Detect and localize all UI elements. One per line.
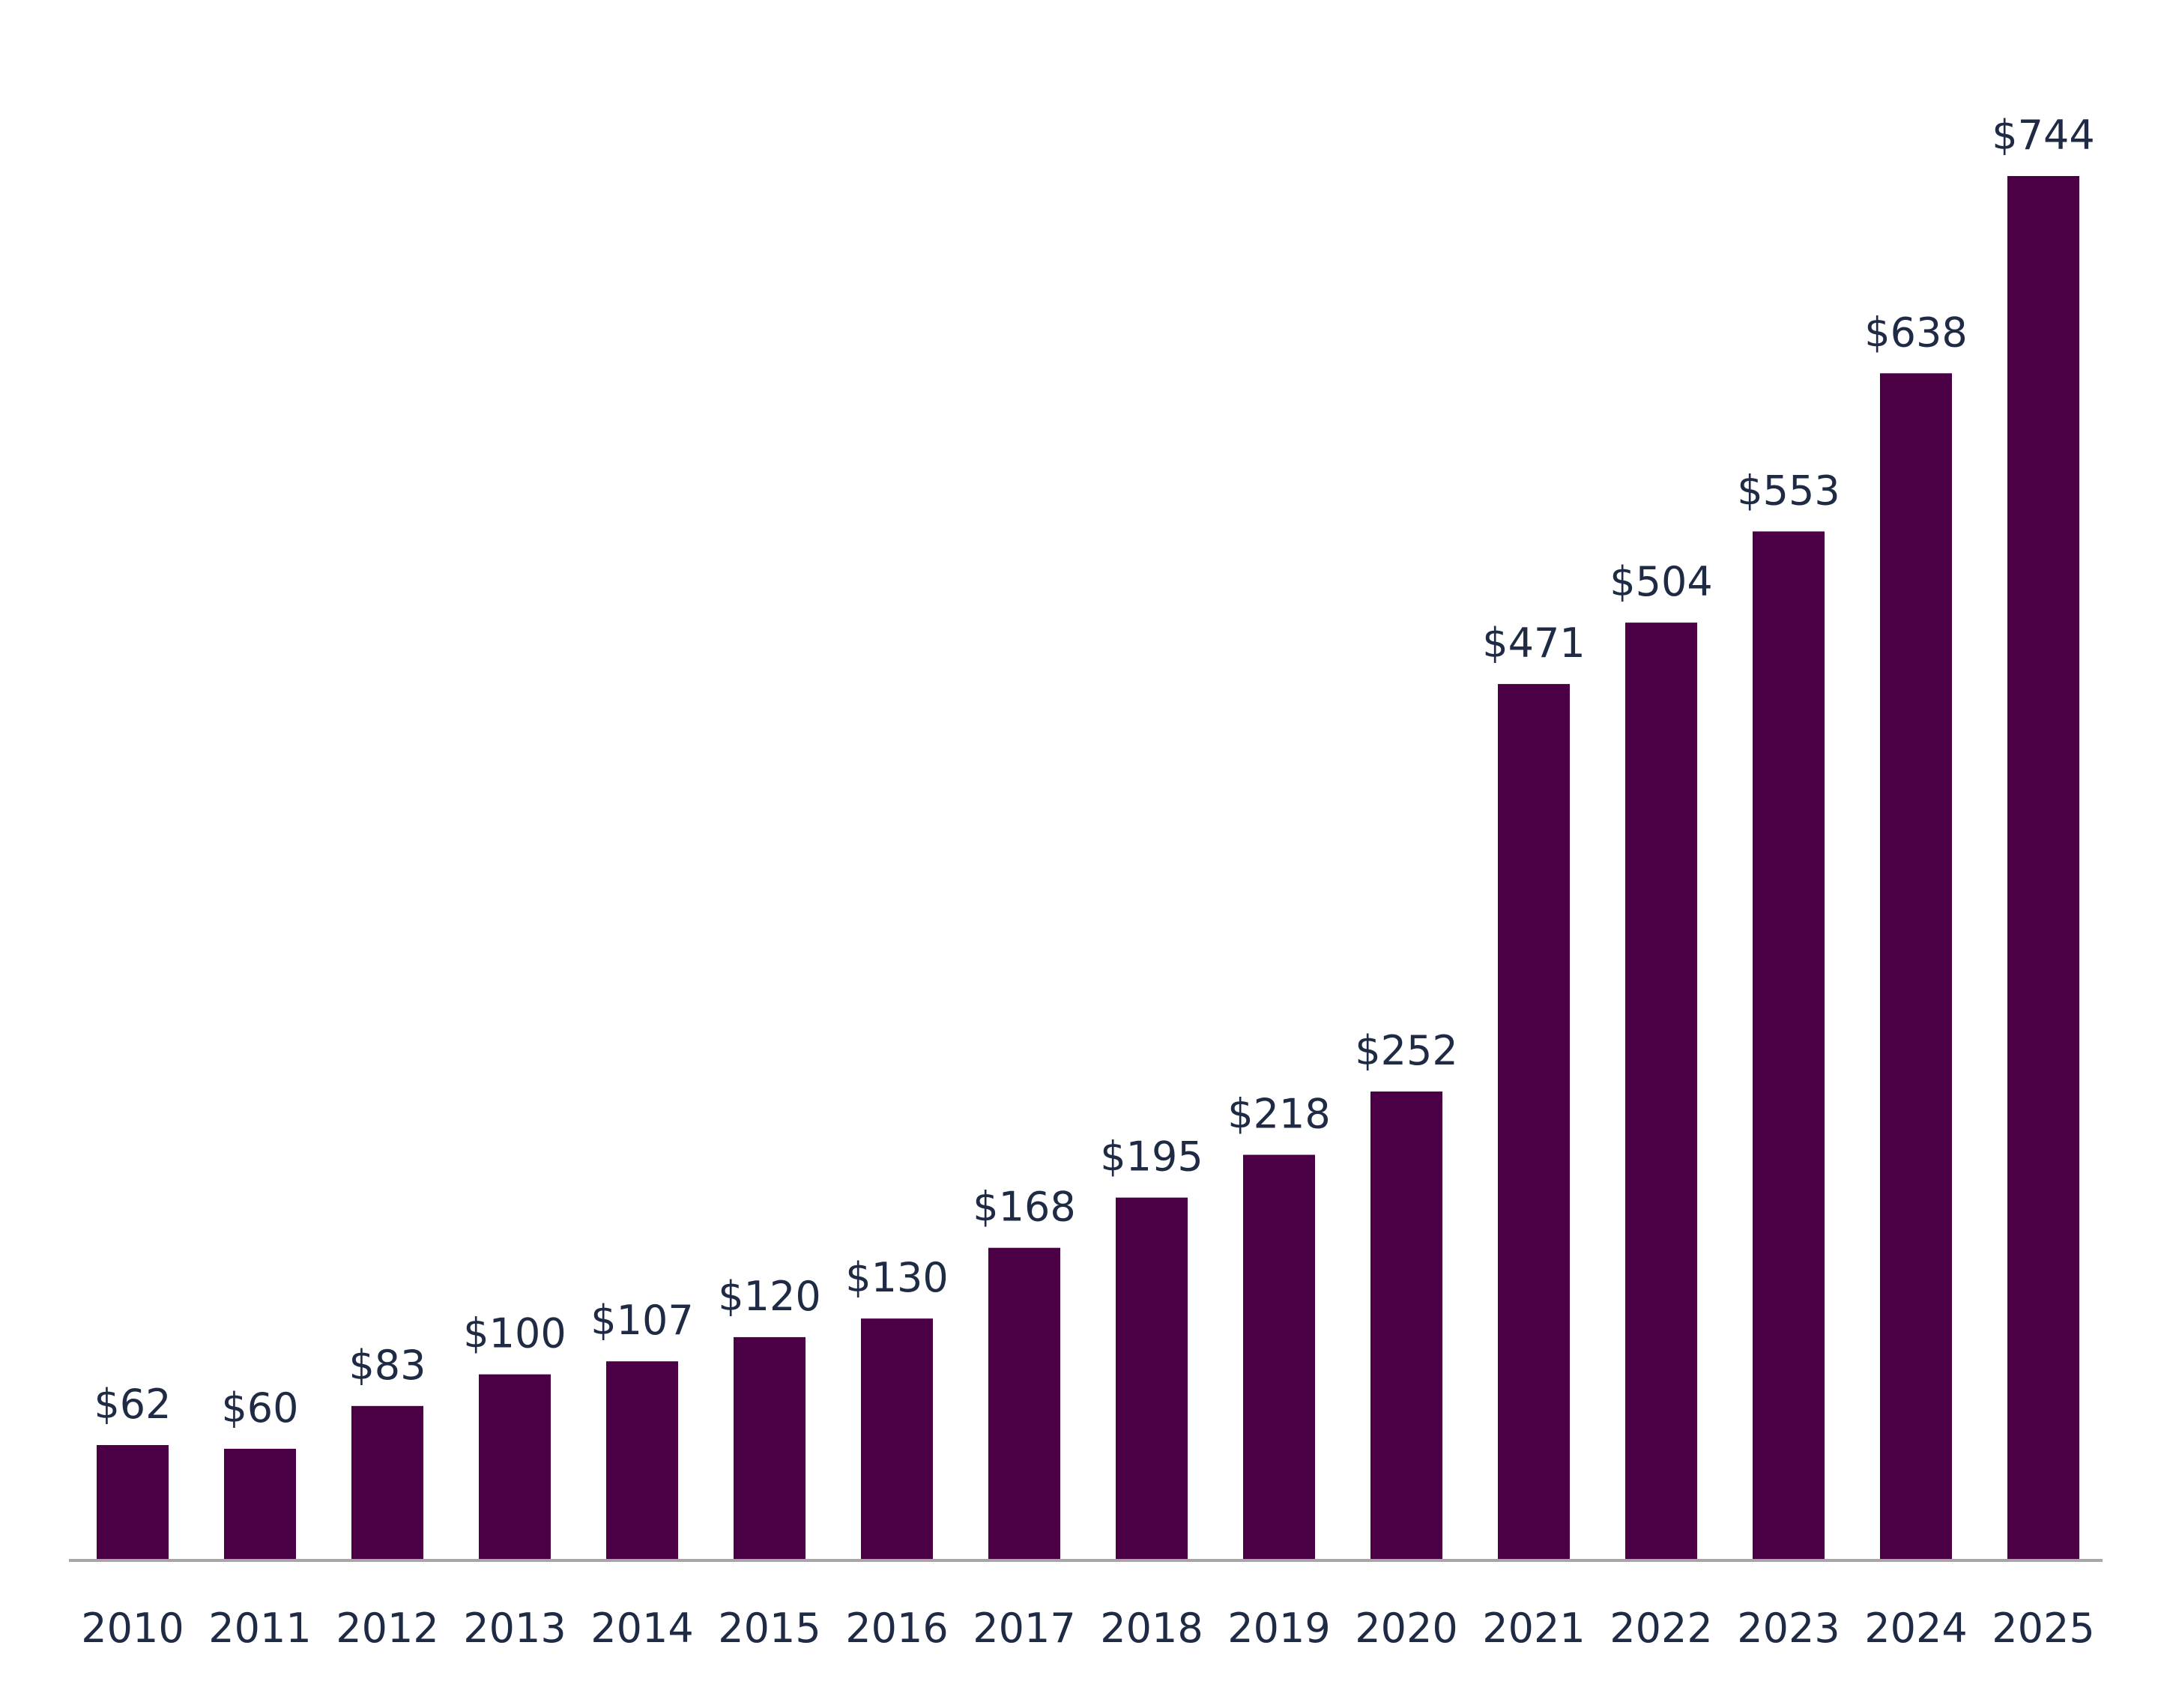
x-tick-label-2019: 2019: [1227, 1605, 1330, 1652]
data-label-2021: $471: [1482, 620, 1585, 667]
bar-2015: [734, 1336, 806, 1560]
x-tick-label-2022: 2022: [1610, 1605, 1712, 1652]
x-tick-label-2015: 2015: [718, 1605, 820, 1652]
data-label-2016: $130: [845, 1254, 948, 1301]
x-tick-label-2023: 2023: [1737, 1605, 1840, 1652]
data-label-2012: $83: [348, 1342, 426, 1389]
data-label-2024: $638: [1864, 309, 1967, 356]
x-tick-label-2020: 2020: [1355, 1605, 1457, 1652]
bar-2022: [1625, 623, 1697, 1560]
bar-2017: [988, 1247, 1060, 1560]
x-tick-label-2013: 2013: [463, 1605, 566, 1652]
data-label-2022: $504: [1610, 558, 1712, 605]
data-label-2011: $60: [221, 1384, 298, 1432]
bar-2024: [1880, 373, 1952, 1561]
x-tick-label-2014: 2014: [590, 1605, 693, 1652]
bar-2023: [1753, 531, 1825, 1560]
x-tick-label-2012: 2012: [336, 1605, 438, 1652]
data-label-2017: $168: [973, 1184, 1075, 1231]
x-tick-label-2010: 2010: [81, 1605, 184, 1652]
data-label-2025: $744: [1992, 112, 2094, 159]
data-label-2019: $218: [1227, 1091, 1330, 1138]
data-label-2014: $107: [590, 1297, 693, 1344]
data-label-2023: $553: [1737, 467, 1840, 514]
data-label-2010: $62: [94, 1381, 171, 1428]
bar-2010: [97, 1445, 169, 1560]
bar-2019: [1243, 1154, 1315, 1560]
x-tick-label-2016: 2016: [845, 1605, 948, 1652]
bar-2011: [224, 1448, 296, 1560]
data-label-2018: $195: [1100, 1133, 1203, 1181]
bar-2014: [606, 1361, 678, 1560]
bar-2012: [351, 1405, 423, 1560]
x-tick-label-2011: 2011: [208, 1605, 311, 1652]
x-tick-label-2024: 2024: [1864, 1605, 1967, 1652]
bar-2016: [861, 1318, 933, 1560]
data-labels-layer: $62 $60 $83 $100 $107 $120 $130 $168 $195 $218 $25…: [94, 112, 2094, 1432]
x-tick-label-2017: 2017: [973, 1605, 1075, 1652]
bar-2018: [1116, 1197, 1188, 1560]
bar-2013: [479, 1374, 551, 1560]
bar-2025: [2007, 176, 2079, 1560]
x-tick-label-2025: 2025: [1992, 1605, 2094, 1652]
x-tick-label-2021: 2021: [1482, 1605, 1585, 1652]
bar-2021: [1498, 684, 1570, 1560]
bars-layer: [97, 176, 2079, 1561]
bar-2020: [1370, 1091, 1442, 1560]
data-label-2020: $252: [1355, 1027, 1457, 1074]
x-tick-label-2018: 2018: [1100, 1605, 1203, 1652]
x-tick-labels-layer: 2010 2011 2012 2013 2014 2015 2016 2017 2018 2019…: [81, 1605, 2094, 1652]
data-label-2013: $100: [463, 1310, 566, 1357]
data-label-2015: $120: [718, 1273, 820, 1320]
